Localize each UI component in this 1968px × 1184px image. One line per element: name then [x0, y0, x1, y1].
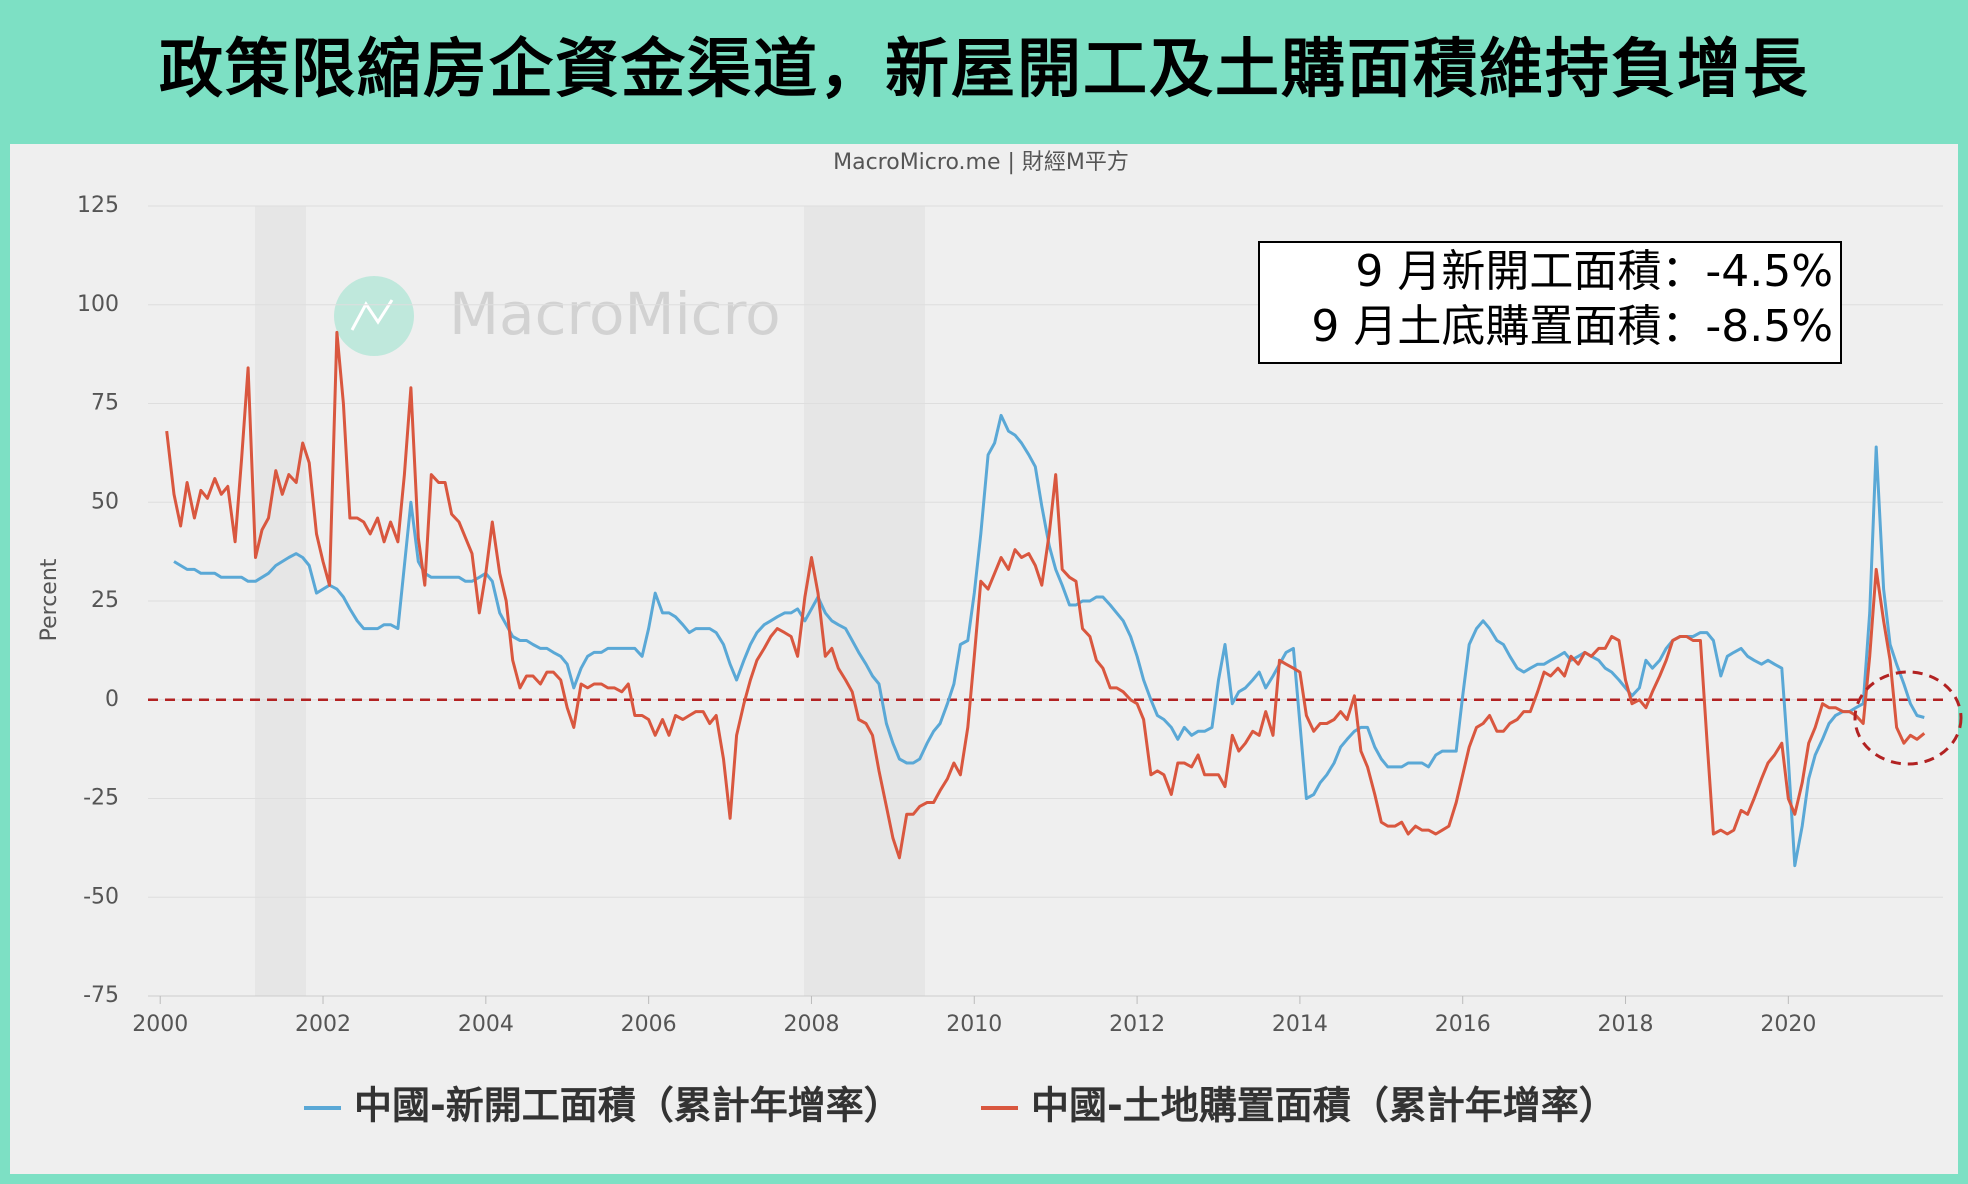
subtitle: MacroMicro.me | 財經M平方 — [833, 150, 1129, 175]
annotation-box — [1258, 241, 1842, 364]
y-tick-label: -50 — [83, 884, 119, 909]
y-tick-label: 100 — [77, 292, 119, 317]
x-tick-label: 2016 — [1435, 1012, 1491, 1037]
y-tick-label: 0 — [105, 687, 119, 712]
x-tick-label: 2000 — [132, 1012, 188, 1037]
legend: 中國-新開工面積（累計年增率） 中國-土地購置面積（累計年增率） — [304, 1084, 1617, 1128]
y-axis-label: Percent — [37, 558, 62, 641]
plot: -75 -50 -25 0 25 50 75 100 125 2000 2002 2004 2006 20… — [77, 193, 1943, 1037]
annotation: 9 月土底購置面積：-8.5% — [1311, 301, 1833, 352]
legend-label: 中國-新開工面積（累計年增率） — [354, 1084, 902, 1128]
x-tick-label: 2008 — [783, 1012, 839, 1037]
highlight-circle — [1853, 670, 1963, 766]
x-tick-label: 2002 — [295, 1012, 351, 1037]
y-tick-label: -75 — [83, 983, 119, 1008]
chart-title: 政策限縮房企資金渠道，新屋開工及土購面積維持負增長 — [159, 33, 1809, 107]
series-line — [173, 413, 1925, 868]
x-tick-label: 2014 — [1272, 1012, 1328, 1037]
x-tick-label: 2012 — [1109, 1012, 1165, 1037]
x-tick-label: 2010 — [946, 1012, 1002, 1037]
legend-label: 中國-土地購置面積（累計年增率） — [1031, 1084, 1617, 1128]
y-tick-label: 125 — [77, 193, 119, 218]
y-tick-label: 75 — [91, 391, 119, 416]
series-line — [165, 330, 1926, 860]
y-tick-label: -25 — [83, 786, 119, 811]
x-tick-label: 2020 — [1760, 1012, 1816, 1037]
watermark: MacroMicro — [449, 280, 781, 348]
x-tick-label: 2018 — [1598, 1012, 1654, 1037]
watermark-logo-line — [350, 299, 394, 331]
x-tick-label: 2004 — [458, 1012, 514, 1037]
y-tick-label: 50 — [91, 489, 119, 514]
y-tick-label: 25 — [91, 588, 119, 613]
x-tick-label: 2006 — [621, 1012, 677, 1037]
annotation: 9 月新開工面積：-4.5% — [1355, 246, 1833, 297]
